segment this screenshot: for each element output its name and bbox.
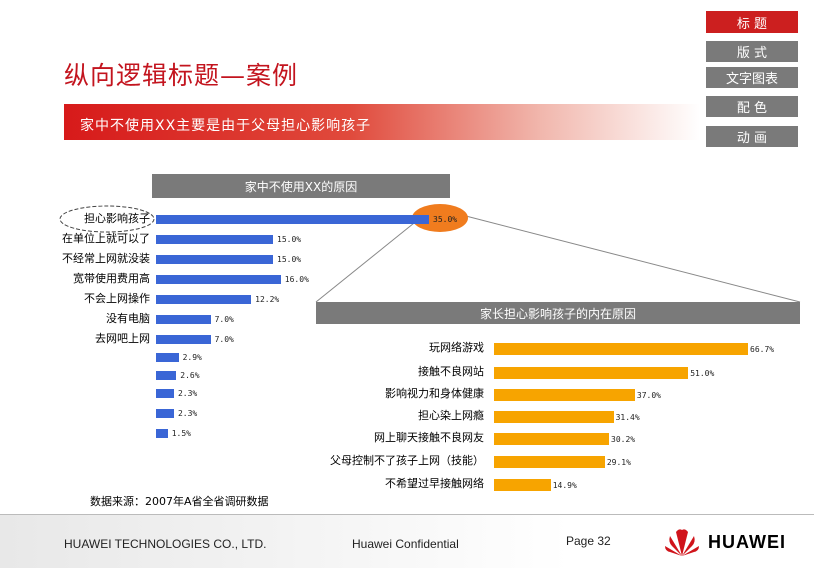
footer-page-number: Page 32 <box>566 534 611 548</box>
chart1-bar <box>156 255 273 264</box>
chart2-category-label: 玩网络游戏 <box>429 341 484 354</box>
chart2-category-label: 网上聊天接触不良网友 <box>374 431 484 444</box>
highlight-dashed-ellipse <box>59 205 155 233</box>
chart2-title: 家长担心影响孩子的内在原因 <box>316 302 800 324</box>
chart2-value-label: 37.0% <box>636 391 661 400</box>
chart2-value-label: 66.7% <box>750 345 775 354</box>
chart2-category-label: 不希望过早接触网络 <box>385 477 484 490</box>
chart1-value-label: 12.2% <box>255 295 280 304</box>
chart2-bar <box>494 389 635 401</box>
chart1-value-label: 35.0% <box>433 215 458 224</box>
chart2-bar <box>494 367 689 379</box>
chart1-category-label: 在单位上就可以了 <box>62 232 150 245</box>
chart1-value-label: 15.0% <box>277 255 302 264</box>
chart1-bar <box>156 335 211 344</box>
chart2-bar <box>494 456 605 468</box>
chart2-bar <box>494 433 609 445</box>
chart2-value-label: 14.9% <box>552 481 577 490</box>
chart1-bar <box>156 275 281 284</box>
chart1-bar <box>156 315 211 324</box>
chart1-bar <box>156 235 273 244</box>
chart1-bar <box>156 215 429 224</box>
chart1-category-label: 去网吧上网 <box>95 332 150 345</box>
chart2-value-label: 31.4% <box>615 413 640 422</box>
nav-text-chart[interactable]: 文字图表 <box>706 66 798 88</box>
chart1-category-label: 担心影响孩子 <box>84 212 150 225</box>
chart1-category-label: 不会上网操作 <box>84 292 150 305</box>
chart1-title: 家中不使用XX的原因 <box>152 174 450 198</box>
chart2-value-label: 30.2% <box>611 435 636 444</box>
headline-banner <box>64 104 700 140</box>
highlight-ellipse <box>412 204 468 232</box>
chart1-category-label: 宽带使用费用高 <box>73 272 150 285</box>
chart1-value-label: 2.3% <box>177 409 198 418</box>
chart1-value-label: 15.0% <box>277 235 302 244</box>
footer-company: HUAWEI TECHNOLOGIES CO., LTD. <box>64 537 267 551</box>
page-title: 纵向逻辑标题—案例 <box>64 61 299 90</box>
nav-title[interactable]: 标 题 <box>706 11 798 33</box>
chart1-value-label: 2.9% <box>182 353 202 362</box>
chart1-bar <box>156 409 174 418</box>
chart1-bar <box>156 429 168 438</box>
chart2-category-label: 影响视力和身体健康 <box>385 387 484 400</box>
nav-layout[interactable]: 版 式 <box>706 40 798 62</box>
chart1-category-label: 没有电脑 <box>106 312 150 325</box>
chart2-value-label: 51.0% <box>690 369 715 378</box>
chart2-value-label: 29.1% <box>606 458 631 467</box>
chart2-bar <box>494 479 551 491</box>
chart1-bar <box>156 295 252 304</box>
chart2-bar <box>494 343 748 355</box>
chart1-value-label: 16.0% <box>284 275 309 284</box>
huawei-petal-icon <box>665 529 699 556</box>
chart1-value-label: 1.5% <box>171 429 191 438</box>
huawei-logo: HUAWEI <box>662 526 792 558</box>
chart1-bar <box>156 389 174 398</box>
chart1-value-label: 7.0% <box>214 335 234 344</box>
huawei-wordmark: HUAWEI <box>708 532 786 552</box>
chart2-bar <box>494 411 614 423</box>
chart2-category-label: 父母控制不了孩子上网（技能） <box>330 454 484 467</box>
nav-color[interactable]: 配 色 <box>706 95 798 117</box>
chart1-bar <box>156 371 177 380</box>
data-source-note: 数据来源：2007年A省全省调研数据 <box>90 495 269 508</box>
headline-text: 家中不使用XX主要是由于父母担心影响孩子 <box>80 118 372 134</box>
chart1-category-label: 不经常上网就没装 <box>62 252 150 265</box>
chart1-bar <box>156 353 179 362</box>
chart1-value-label: 7.0% <box>214 315 234 324</box>
chart1-value-label: 2.3% <box>177 389 198 398</box>
footer-confidential: Huawei Confidential <box>352 537 459 551</box>
chart1-value-label: 2.6% <box>180 371 200 380</box>
chart2-category-label: 担心染上网瘾 <box>418 409 484 422</box>
nav-animation[interactable]: 动 画 <box>706 125 798 147</box>
chart2-category-label: 接触不良网站 <box>418 365 484 378</box>
